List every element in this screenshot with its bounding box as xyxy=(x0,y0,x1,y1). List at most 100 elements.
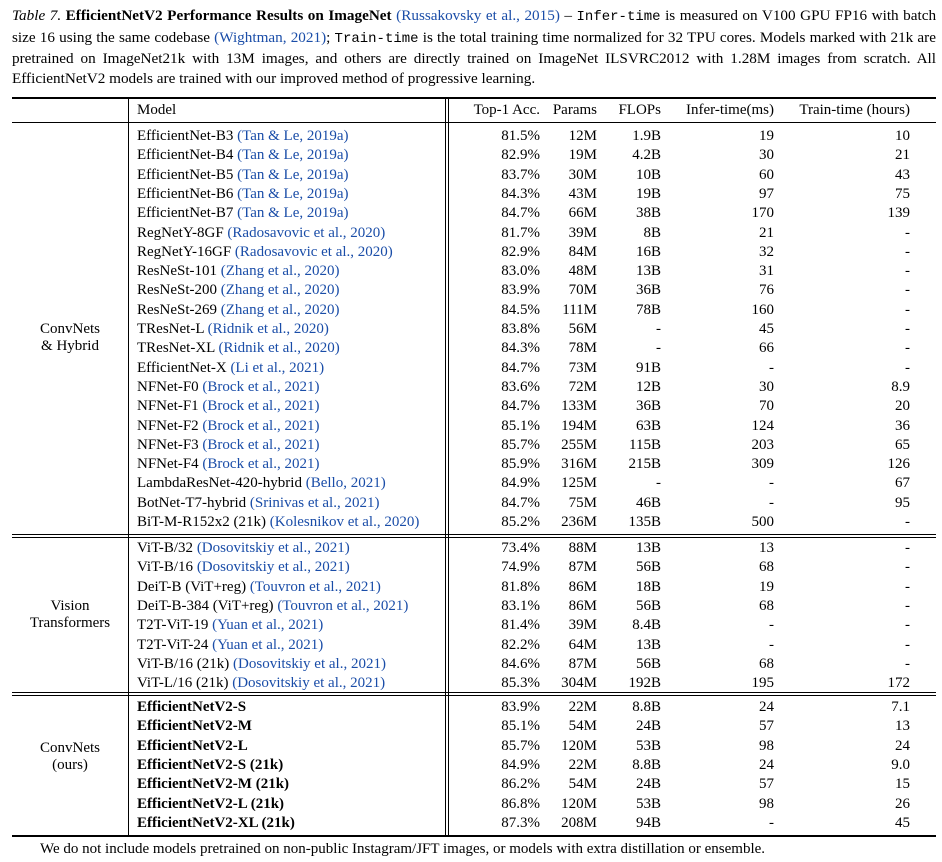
cell-top1-acc: 84.6% xyxy=(501,655,540,672)
group-label-convnets-ours: ConvNets (ours) xyxy=(18,740,122,774)
model-citation[interactable]: (Zhang et al., 2020) xyxy=(220,301,340,318)
model-citation[interactable]: (Li et al., 2021) xyxy=(230,359,325,376)
model-name: ViT-B/16 xyxy=(137,559,194,576)
model-name: EfficientNet-X xyxy=(137,359,227,376)
model-citation[interactable]: (Kolesnikov et al., 2020) xyxy=(269,514,420,530)
model-name: EfficientNetV2-XL (21k) xyxy=(137,814,295,831)
cell-train-time: 43 xyxy=(895,166,910,183)
table-row: ViT-B/16 (Dosovitskiy et al., 2021) 74.9%… xyxy=(0,558,942,577)
caption-citation[interactable]: (Russakovsky et al., 2015) xyxy=(396,7,560,24)
model-citation[interactable]: (Tan & Le, 2019a) xyxy=(237,147,349,164)
cell-model: BotNet-T7-hybrid (Srinivas et al., 2021) xyxy=(137,494,379,513)
model-citation[interactable]: (Brock et al., 2021) xyxy=(202,398,320,415)
model-name: NFNet-F1 xyxy=(137,398,199,415)
table-row: TResNet-L (Ridnik et al., 2020) 83.8% 56M -… xyxy=(0,320,942,339)
cell-model: EfficientNet-B6 (Tan & Le, 2019a) xyxy=(137,185,349,204)
cell-flops: 8.8B xyxy=(632,756,661,773)
cell-infer-time: 66 xyxy=(759,340,774,357)
model-citation[interactable]: (Srinivas et al., 2021) xyxy=(249,494,380,511)
cell-train-time: - xyxy=(905,636,910,653)
cell-infer-time: 24 xyxy=(759,699,774,715)
cell-model: EfficientNetV2-M (21k) xyxy=(137,775,289,794)
model-citation[interactable]: (Touvron et al., 2021) xyxy=(249,578,381,595)
model-citation[interactable]: (Zhang et al., 2020) xyxy=(220,263,340,280)
cell-infer-time: 32 xyxy=(759,243,774,260)
model-name: RegNetY-16GF xyxy=(137,243,232,260)
model-citation[interactable]: (Tan & Le, 2019a) xyxy=(237,166,349,183)
cell-top1-acc: 74.9% xyxy=(501,559,540,576)
cell-params: 208M xyxy=(561,814,597,831)
model-citation[interactable]: (Yuan et al., 2021) xyxy=(212,617,324,634)
model-citation[interactable]: (Zhang et al., 2020) xyxy=(220,282,340,299)
cell-top1-acc: 83.6% xyxy=(501,378,540,395)
cell-params: 19M xyxy=(568,147,597,164)
cell-model: EfficientNetV2-L (21k) xyxy=(137,795,284,814)
cell-infer-time: 45 xyxy=(759,321,774,337)
cell-model: NFNet-F3 (Brock et al., 2021) xyxy=(137,436,319,455)
model-citation[interactable]: (Dosovitskiy et al., 2021) xyxy=(232,675,386,692)
model-citation[interactable]: (Radosavovic et al., 2020) xyxy=(227,224,386,241)
cell-params: 70M xyxy=(568,282,597,299)
model-citation[interactable]: (Dosovitskiy et al., 2021) xyxy=(233,655,386,672)
model-citation[interactable]: (Tan & Le, 2019a) xyxy=(237,205,349,222)
cell-params: 88M xyxy=(568,540,597,556)
model-citation[interactable]: (Brock et al., 2021) xyxy=(202,456,320,473)
caption-citation[interactable]: (Wightman, 2021) xyxy=(214,28,327,46)
cell-infer-time: 68 xyxy=(759,597,774,614)
model-citation[interactable]: (Brock et al., 2021) xyxy=(202,436,320,453)
model-citation[interactable]: (Bello, 2021) xyxy=(305,475,386,492)
cell-flops: - xyxy=(656,321,661,337)
model-citation[interactable]: (Touvron et al., 2021) xyxy=(277,597,409,614)
cell-params: 72M xyxy=(568,378,597,395)
cell-model: NFNet-F4 (Brock et al., 2021) xyxy=(137,455,319,474)
cell-model: EfficientNetV2-S (21k) xyxy=(137,756,283,775)
cell-train-time: 26 xyxy=(895,795,910,812)
cell-model: TResNet-L (Ridnik et al., 2020) xyxy=(137,320,329,339)
cell-train-time: 65 xyxy=(895,436,910,453)
cell-train-time: 24 xyxy=(895,737,910,754)
model-citation[interactable]: (Tan & Le, 2019a) xyxy=(237,128,349,144)
model-citation[interactable]: (Yuan et al., 2021) xyxy=(212,636,324,653)
cell-flops: 215B xyxy=(628,456,661,473)
model-citation[interactable]: (Brock et al., 2021) xyxy=(202,378,320,395)
cell-train-time: 20 xyxy=(895,398,910,415)
table-row: DeiT-B (ViT+reg) (Touvron et al., 2021) 8… xyxy=(0,578,942,597)
cell-flops: 56B xyxy=(635,559,661,576)
model-citation[interactable]: (Dosovitskiy et al., 2021) xyxy=(196,559,350,576)
model-citation[interactable]: (Dosovitskiy et al., 2021) xyxy=(196,540,350,556)
cell-model: EfficientNetV2-XL (21k) xyxy=(137,814,295,833)
model-name: EfficientNet-B7 xyxy=(137,205,234,222)
cell-flops: 78B xyxy=(635,301,661,318)
cell-top1-acc: 81.8% xyxy=(501,578,540,595)
group-label-vision-transformers: Vision Transformers xyxy=(18,598,122,632)
model-citation[interactable]: (Ridnik et al., 2020) xyxy=(207,321,329,337)
cell-infer-time: 19 xyxy=(759,128,774,144)
cell-flops: 1.9B xyxy=(632,128,661,144)
column-divider xyxy=(445,99,446,835)
cell-model: ResNeSt-101 (Zhang et al., 2020) xyxy=(137,262,339,281)
model-citation[interactable]: (Radosavovic et al., 2020) xyxy=(234,243,393,260)
cell-train-time: 95 xyxy=(895,494,910,511)
cell-params: 236M xyxy=(561,514,597,530)
caption-text-1: is measured on V100 GPU FP16 with batch … xyxy=(12,7,937,46)
cell-train-time: 9.0 xyxy=(891,756,910,773)
cell-flops: 13B xyxy=(635,540,661,556)
table-row: T2T-ViT-19 (Yuan et al., 2021) 81.4% 39M 8.… xyxy=(0,616,942,635)
cell-flops: - xyxy=(656,475,661,492)
cell-model: RegNetY-8GF (Radosavovic et al., 2020) xyxy=(137,224,385,243)
cell-params: 87M xyxy=(568,559,597,576)
cell-top1-acc: 85.7% xyxy=(501,436,540,453)
cell-train-time: - xyxy=(905,321,910,337)
model-citation[interactable]: (Tan & Le, 2019a) xyxy=(237,185,349,202)
cell-flops: 53B xyxy=(635,795,661,812)
cell-params: 120M xyxy=(561,737,597,754)
cell-top1-acc: 83.8% xyxy=(501,321,540,337)
model-citation[interactable]: (Ridnik et al., 2020) xyxy=(218,340,340,357)
cell-infer-time: 309 xyxy=(751,456,775,473)
cell-top1-acc: 85.7% xyxy=(501,737,540,754)
cell-params: 54M xyxy=(568,718,597,735)
model-citation[interactable]: (Brock et al., 2021) xyxy=(202,417,320,434)
model-name: EfficientNet-B4 xyxy=(137,147,234,164)
cell-flops: 8B xyxy=(643,224,661,241)
cell-top1-acc: 86.2% xyxy=(501,776,540,793)
